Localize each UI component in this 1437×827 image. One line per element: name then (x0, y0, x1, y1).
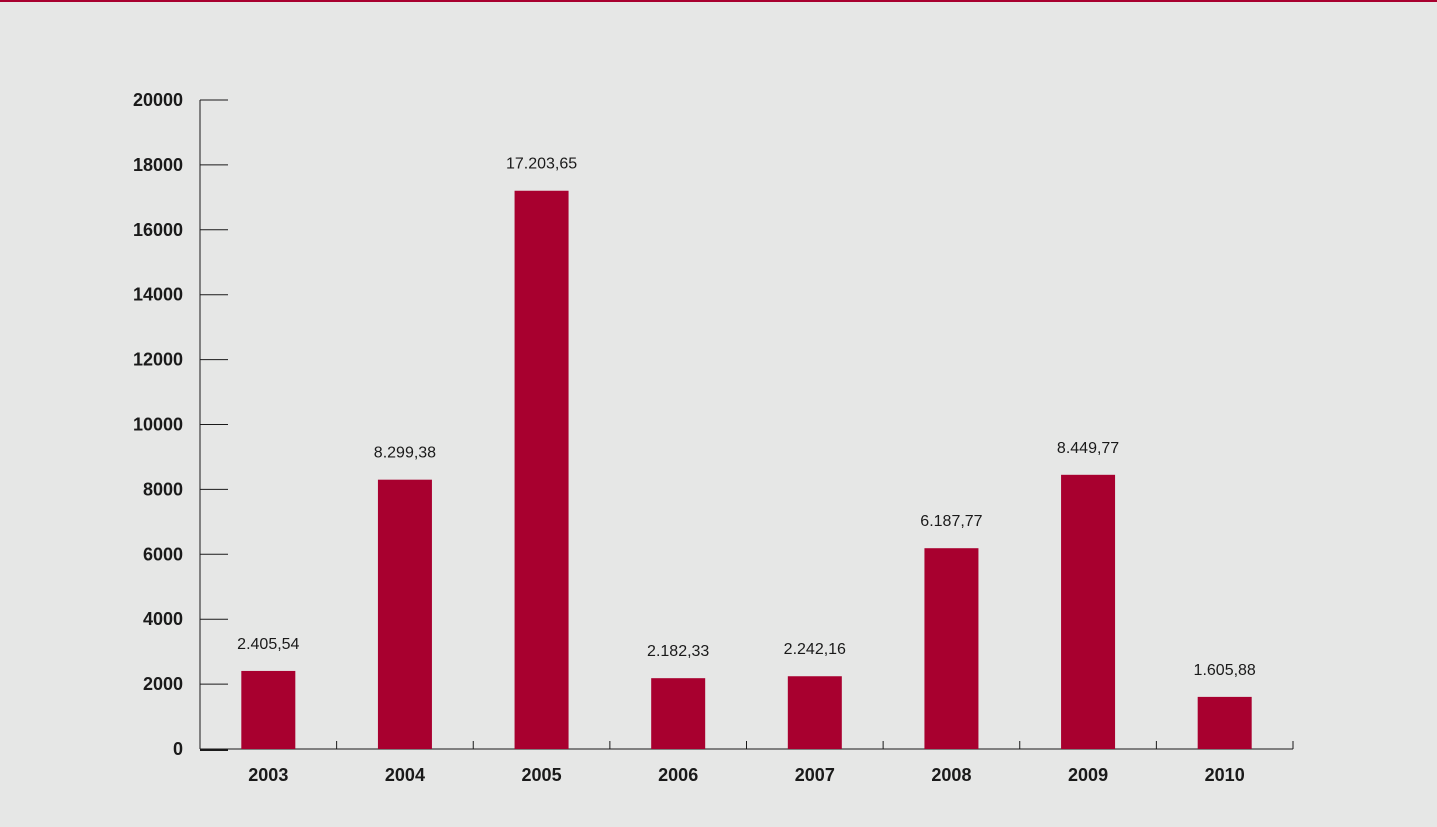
y-tick-label: 12000 (133, 350, 183, 370)
x-tick-label: 2004 (385, 765, 425, 785)
bar (377, 479, 432, 749)
bar (651, 678, 706, 749)
x-tick-label: 2007 (795, 765, 835, 785)
x-axis: 2003 2004 2005 2006 2007 2008 2009 2010 (200, 741, 1294, 785)
bar (1197, 696, 1252, 749)
data-label: 2.242,16 (784, 641, 846, 658)
y-tick-label: 8000 (143, 479, 183, 499)
y-tick-label: 2000 (143, 674, 183, 694)
data-label: 2.182,33 (647, 643, 709, 660)
bar (924, 548, 979, 749)
x-tick-label: 2009 (1068, 765, 1108, 785)
data-label: 2.405,54 (237, 636, 299, 653)
bar (1061, 474, 1116, 749)
bar (514, 190, 569, 749)
y-tick-label: 16000 (133, 220, 183, 240)
data-label: 8.299,38 (374, 445, 436, 462)
data-label: 1.605,88 (1194, 662, 1256, 679)
y-tick-label: 18000 (133, 155, 183, 175)
data-labels: 2.405,54 8.299,38 17.203,65 2.182,33 2.242,1… (237, 156, 1256, 679)
y-tick-label: 10000 (133, 415, 183, 435)
x-tick-label: 2003 (248, 765, 288, 785)
y-tick-label: 14000 (133, 285, 183, 305)
data-label: 8.449,77 (1057, 440, 1119, 457)
y-axis: 0 2000 4000 6000 8000 10000 12000 14000 16000 180… (133, 90, 228, 759)
y-tick-label: 6000 (143, 544, 183, 564)
data-label: 6.187,77 (920, 513, 982, 530)
x-tick-label: 2010 (1205, 765, 1245, 785)
x-tick-label: 2006 (658, 765, 698, 785)
y-tick-label: 0 (173, 739, 183, 759)
data-label: 17.203,65 (506, 156, 577, 173)
y-tick-label: 20000 (133, 90, 183, 110)
y-tick-label: 4000 (143, 609, 183, 629)
x-tick-label: 2005 (522, 765, 562, 785)
bars (241, 190, 1252, 749)
top-accent-rule (0, 0, 1437, 2)
bar (787, 676, 842, 749)
bar (241, 670, 296, 749)
x-tick-label: 2008 (931, 765, 971, 785)
